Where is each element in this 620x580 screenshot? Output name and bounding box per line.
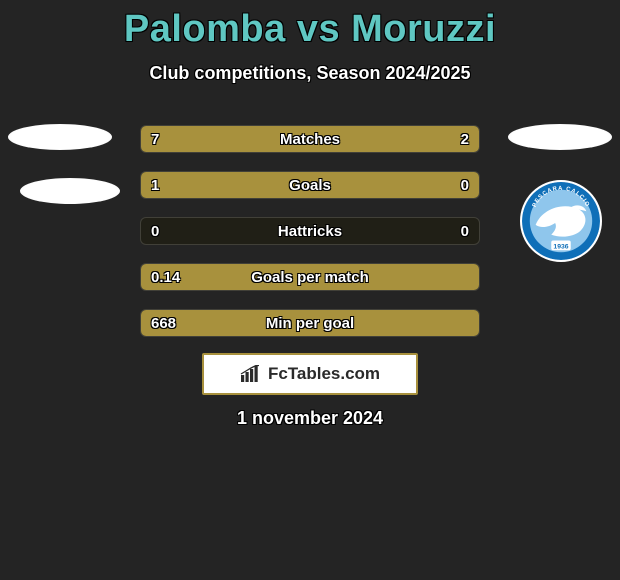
subtitle: Club competitions, Season 2024/2025 bbox=[0, 63, 620, 84]
dolphin-crest-icon: 1936 PESCARA CALCIO bbox=[522, 182, 600, 260]
barchart-icon bbox=[240, 365, 262, 383]
stat-label: Matches bbox=[141, 126, 479, 153]
stats-container: 7Matches21Goals00Hattricks00.14Goals per… bbox=[140, 125, 480, 355]
stat-row: 7Matches2 bbox=[140, 125, 480, 153]
club-right-ellipse-1 bbox=[508, 124, 612, 150]
stat-row: 0Hattricks0 bbox=[140, 217, 480, 245]
club-right-crest: 1936 PESCARA CALCIO bbox=[520, 180, 602, 262]
club-left-ellipse-2 bbox=[20, 178, 120, 204]
stat-value-right: 2 bbox=[461, 126, 469, 153]
stat-value-right: 0 bbox=[461, 218, 469, 245]
stat-label: Min per goal bbox=[141, 310, 479, 337]
brand-text: FcTables.com bbox=[268, 364, 380, 384]
stat-label: Hattricks bbox=[141, 218, 479, 245]
stat-row: 1Goals0 bbox=[140, 171, 480, 199]
stat-row: 668Min per goal bbox=[140, 309, 480, 337]
stat-row: 0.14Goals per match bbox=[140, 263, 480, 291]
crest-year: 1936 bbox=[553, 243, 568, 250]
club-left-ellipse-1 bbox=[8, 124, 112, 150]
stat-value-right: 0 bbox=[461, 172, 469, 199]
date-text: 1 november 2024 bbox=[0, 408, 620, 429]
brand-box[interactable]: FcTables.com bbox=[202, 353, 418, 395]
stat-label: Goals bbox=[141, 172, 479, 199]
stat-label: Goals per match bbox=[141, 264, 479, 291]
page-title: Palomba vs Moruzzi bbox=[0, 0, 620, 51]
